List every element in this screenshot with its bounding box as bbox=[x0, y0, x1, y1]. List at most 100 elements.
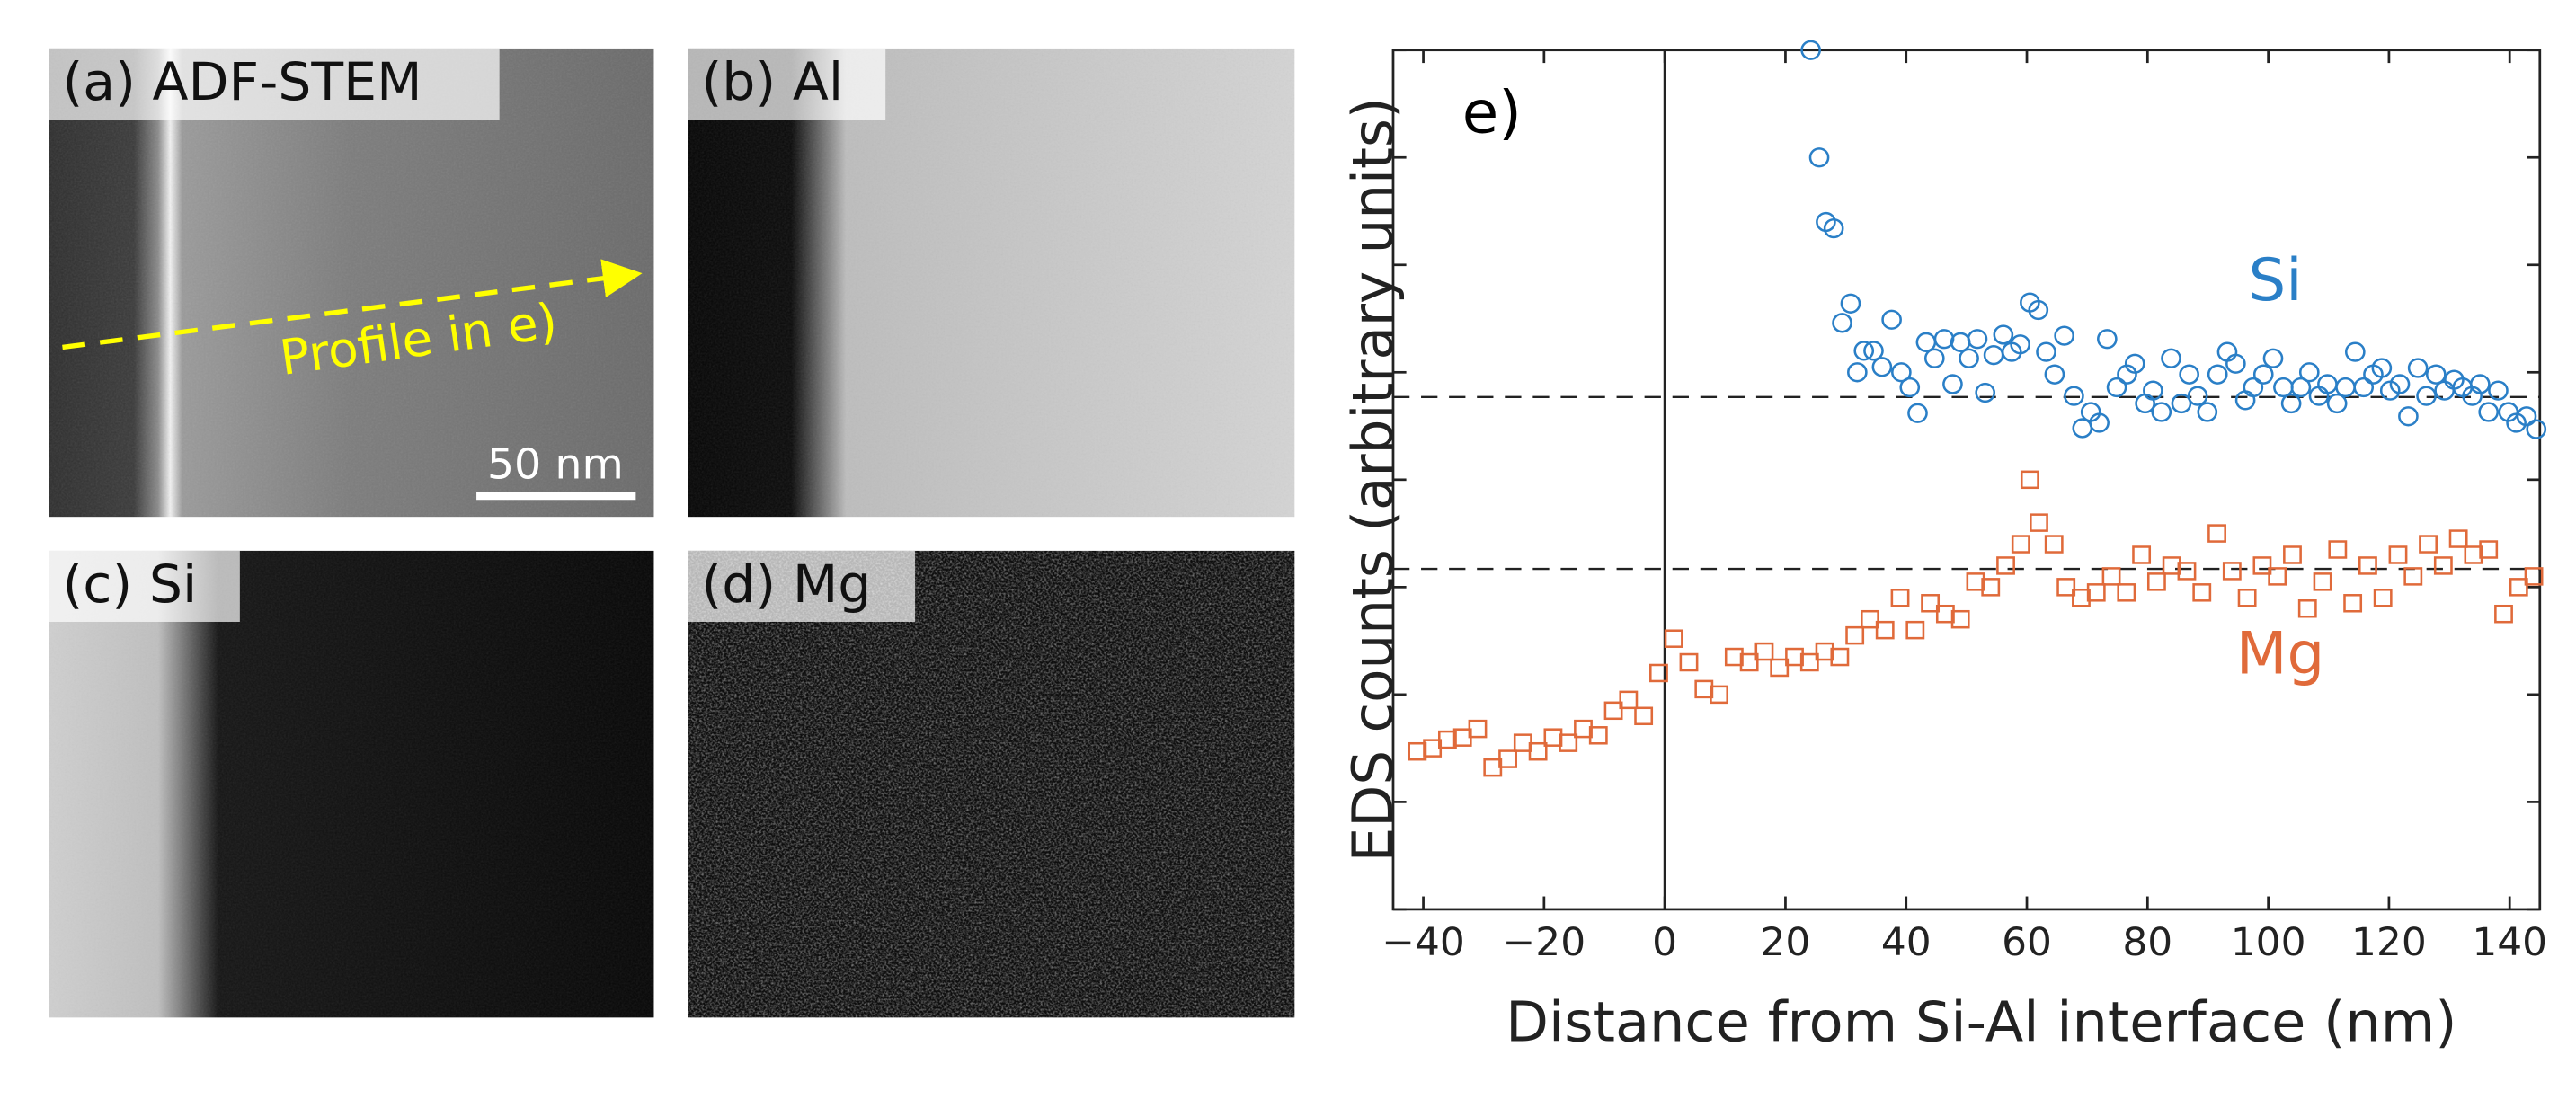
mg-point bbox=[2464, 545, 2483, 564]
si-point bbox=[2187, 386, 2208, 406]
si-point bbox=[1881, 309, 1902, 330]
si-point bbox=[2298, 362, 2320, 383]
annotation: Si bbox=[2248, 247, 2302, 315]
mg-point bbox=[2222, 562, 2242, 581]
si-point bbox=[1847, 362, 1868, 383]
si-point bbox=[1800, 40, 1821, 60]
chart-e: Distance from Si-Al interface (nm) EDS c… bbox=[1340, 40, 2547, 1054]
scale-bar-label: 50 nm bbox=[487, 440, 624, 490]
x-tick-label: 80 bbox=[2122, 920, 2172, 965]
si-point bbox=[2469, 374, 2491, 394]
panel-label: (c) Si bbox=[62, 554, 197, 615]
si-point bbox=[2407, 358, 2429, 378]
si-point bbox=[2135, 393, 2155, 414]
si-point bbox=[2124, 353, 2145, 374]
mg-point bbox=[2388, 545, 2408, 564]
mg-point bbox=[2494, 604, 2513, 624]
mg-point bbox=[1981, 578, 2001, 597]
mg-point bbox=[2162, 556, 2181, 575]
panel-a: (a) ADF-STEM Profile in e) 50 nm bbox=[49, 48, 654, 518]
si-point bbox=[2290, 377, 2312, 398]
mg-point bbox=[2479, 540, 2499, 559]
mg-point bbox=[2373, 589, 2393, 607]
mg-point bbox=[1603, 701, 1623, 721]
si-point bbox=[2151, 402, 2172, 422]
si-point bbox=[1891, 362, 1912, 383]
mg-point bbox=[2207, 524, 2226, 543]
si-point bbox=[2308, 386, 2330, 406]
si-point bbox=[1853, 341, 1875, 361]
mg-point bbox=[1694, 679, 1714, 699]
si-point bbox=[2054, 325, 2074, 346]
mg-point bbox=[1996, 556, 2015, 575]
mg-point bbox=[2252, 556, 2272, 575]
si-point bbox=[2179, 364, 2199, 385]
si-point bbox=[2072, 418, 2093, 439]
si-point bbox=[2243, 377, 2264, 398]
mg-point bbox=[2030, 513, 2048, 532]
si-point bbox=[2280, 393, 2302, 414]
x-tick-label: −20 bbox=[1503, 920, 1586, 965]
si-point bbox=[2161, 348, 2181, 368]
mg-point bbox=[1710, 685, 1728, 705]
si-point bbox=[1840, 293, 1861, 314]
si-point bbox=[2197, 402, 2218, 422]
x-tick-label: 60 bbox=[2002, 920, 2052, 965]
si-point bbox=[2225, 353, 2246, 374]
profile-arrow bbox=[62, 259, 643, 350]
x-tick-label: 100 bbox=[2231, 920, 2306, 965]
mg-point bbox=[1890, 589, 1910, 607]
mg-point bbox=[2192, 583, 2212, 602]
mg-point bbox=[2283, 545, 2302, 564]
mg-point bbox=[1498, 749, 1517, 768]
mg-point bbox=[2237, 589, 2257, 607]
si-point bbox=[2097, 329, 2118, 350]
mg-point bbox=[1739, 652, 1759, 672]
si-point bbox=[2344, 341, 2366, 362]
panel-label: (d) Mg bbox=[701, 554, 871, 615]
si-point bbox=[1942, 374, 1963, 394]
si-point bbox=[1808, 147, 1830, 168]
panel-d: (d) Mg bbox=[688, 550, 1295, 1018]
annotation: e) bbox=[1462, 79, 1522, 146]
x-tick-label: 0 bbox=[1652, 920, 1677, 965]
mg-point bbox=[2117, 583, 2136, 602]
image-noise bbox=[688, 550, 1295, 1018]
si-point bbox=[2234, 390, 2256, 411]
mg-point bbox=[2297, 599, 2317, 618]
plot-frame bbox=[1391, 49, 2542, 911]
mg-point bbox=[1724, 647, 1744, 667]
x-tick-label: 140 bbox=[2472, 920, 2547, 965]
si-point bbox=[1816, 211, 1836, 233]
mg-point bbox=[1649, 663, 1668, 683]
mg-point bbox=[2419, 535, 2438, 554]
mg-point bbox=[2313, 572, 2332, 591]
mg-point bbox=[2403, 567, 2423, 586]
mg-point bbox=[1619, 690, 1639, 710]
si-point bbox=[2353, 377, 2375, 398]
si-point bbox=[1923, 348, 1945, 368]
si-point bbox=[1975, 382, 1996, 403]
si-point bbox=[1899, 377, 1921, 398]
annotation: Mg bbox=[2236, 620, 2325, 687]
si-point bbox=[2252, 364, 2274, 385]
mg-point bbox=[1754, 642, 1774, 661]
mg-point bbox=[1785, 647, 1804, 667]
mg-point bbox=[2358, 556, 2377, 575]
si-point bbox=[2416, 386, 2437, 406]
si-point bbox=[1950, 332, 1971, 352]
x-axis-label: Distance from Si-Al interface (nm) bbox=[1506, 990, 2456, 1054]
si-point bbox=[2425, 364, 2447, 385]
si-point bbox=[2106, 377, 2127, 398]
si-point bbox=[1967, 329, 1988, 350]
mg-point bbox=[2146, 572, 2166, 591]
x-tick-label: 40 bbox=[1881, 920, 1932, 965]
mg-point bbox=[1679, 652, 1699, 672]
panel-label: (a) ADF-STEM bbox=[62, 52, 422, 112]
mg-point bbox=[1664, 629, 1683, 648]
mg-point bbox=[1875, 620, 1895, 640]
mg-point bbox=[1950, 609, 1970, 629]
si-point bbox=[2044, 364, 2065, 385]
mg-point bbox=[2433, 556, 2453, 575]
mg-point bbox=[1559, 733, 1578, 752]
